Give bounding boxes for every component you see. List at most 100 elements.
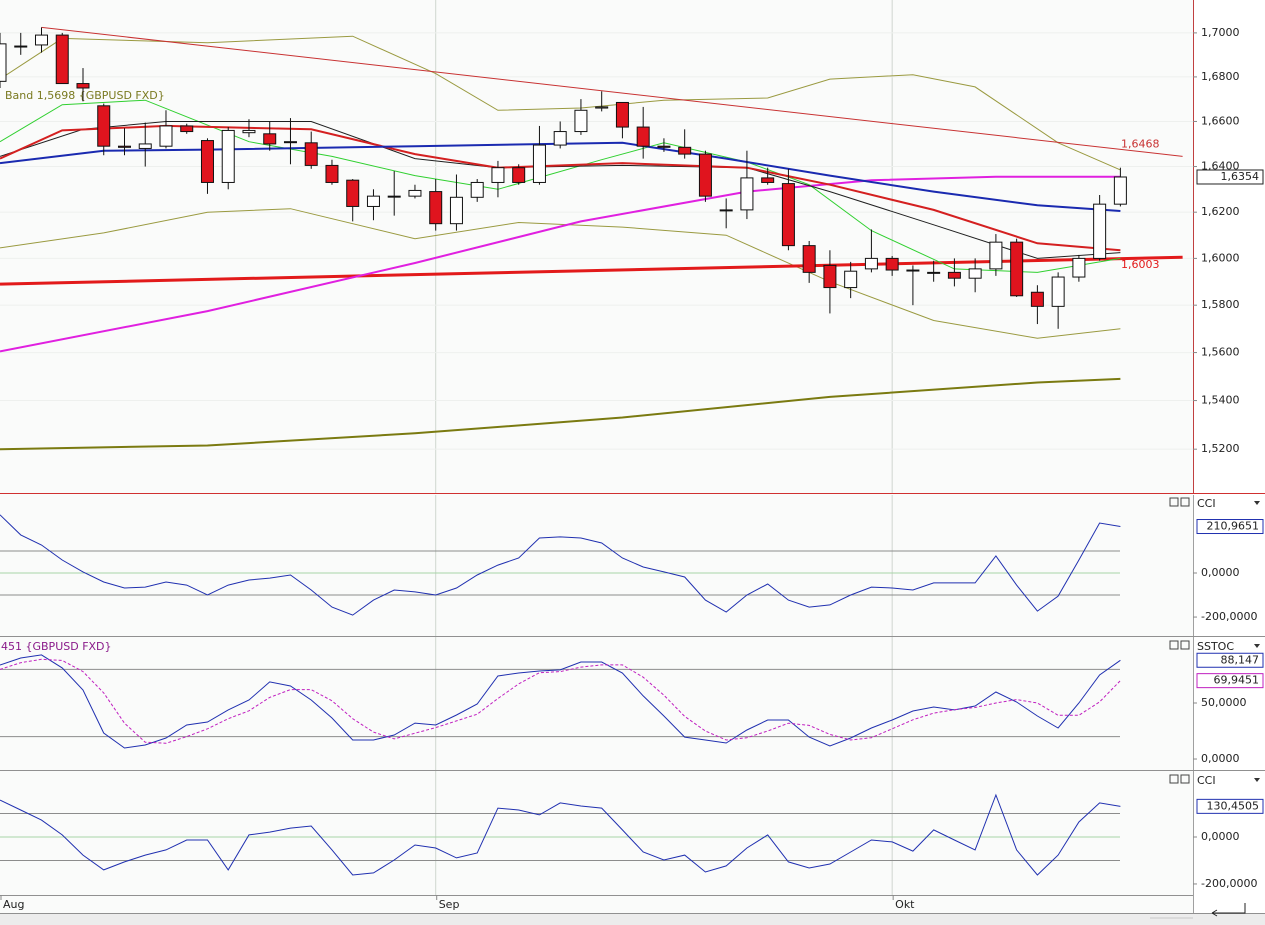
value-box — [1196, 652, 1264, 668]
value-box — [1196, 673, 1264, 689]
y-tick-label: 1,6600 — [1201, 114, 1240, 127]
legend: 451 {GBPUSD FXD} — [1, 640, 112, 653]
x-tick-label: Sep — [439, 898, 460, 911]
candle-body — [906, 269, 920, 272]
panel-button[interactable] — [1180, 774, 1190, 784]
candle-body — [408, 189, 422, 197]
candle-body — [449, 196, 463, 225]
y-tick-label: 1,5800 — [1201, 298, 1240, 311]
candle-body — [242, 129, 256, 134]
candle-body — [1072, 257, 1086, 278]
panel — [0, 771, 1121, 895]
end-label: 1,6468 — [1121, 137, 1160, 150]
candle-body — [1113, 176, 1127, 205]
candle-body — [138, 143, 152, 149]
candle-body — [34, 34, 48, 46]
y-tick-label: 1,6800 — [1201, 70, 1240, 83]
candle-body — [864, 257, 878, 270]
candle-body — [947, 271, 961, 279]
value-box — [1196, 169, 1264, 185]
scroll-icon[interactable] — [1211, 903, 1246, 917]
candle-body — [989, 241, 1003, 270]
value-box — [1196, 798, 1264, 814]
candle-body — [678, 146, 692, 155]
indicator-line — [0, 793, 1121, 876]
candle-body — [76, 83, 90, 89]
overlay-line — [0, 124, 1121, 252]
value-box-label: 210,9651 — [1207, 520, 1260, 533]
value-box-label: 130,4505 — [1207, 799, 1260, 812]
panel — [0, 0, 1193, 493]
candle-body — [429, 191, 443, 225]
candle-body — [657, 145, 671, 148]
y-tick-label: -200,0000 — [1201, 877, 1257, 890]
candle-body — [97, 105, 111, 147]
y-tick-label: 1,5200 — [1201, 442, 1240, 455]
legend: Band 1,5698 {GBPUSD FXD} — [5, 89, 165, 102]
axis-area — [1194, 0, 1265, 913]
panel-title: SSTOC — [1197, 640, 1234, 653]
panel-button[interactable] — [1180, 497, 1190, 507]
y-tick-label: 1,5400 — [1201, 394, 1240, 407]
value-box-label: 69,9451 — [1214, 674, 1260, 687]
candle-body — [740, 177, 754, 211]
panel — [0, 637, 1121, 770]
candle-body — [719, 209, 733, 212]
candle-body — [595, 106, 609, 109]
x-tick-label: Okt — [895, 898, 915, 911]
panel-title: CCI — [1197, 497, 1216, 510]
candle-body — [470, 181, 484, 198]
panel-button[interactable] — [1169, 774, 1179, 784]
candle-body — [636, 126, 650, 147]
candle-body — [366, 195, 380, 207]
candle-body — [1093, 203, 1107, 259]
panel-buttons — [1150, 497, 1260, 919]
candle-body — [761, 177, 775, 183]
candle-body — [0, 43, 7, 82]
candle-body — [615, 101, 629, 128]
candle-body — [512, 167, 526, 183]
candle-body — [553, 131, 567, 146]
candle-body — [117, 145, 131, 148]
candle-body — [802, 245, 816, 273]
y-tick-label: 1,6400 — [1201, 160, 1240, 173]
overlay-line — [0, 377, 1121, 451]
candle-body — [844, 270, 858, 289]
candle-body — [885, 257, 899, 271]
candle-body — [304, 142, 318, 166]
y-tick-label: 1,6200 — [1201, 205, 1240, 218]
candle-body — [1051, 276, 1065, 307]
candle-body — [180, 125, 194, 133]
candle-body — [263, 133, 277, 145]
candle-body — [781, 183, 795, 247]
indicator-line — [0, 514, 1121, 616]
y-tick-label: 1,6000 — [1201, 251, 1240, 264]
candle-body — [532, 144, 546, 183]
panel-button[interactable] — [1169, 640, 1179, 650]
candle-body — [968, 268, 982, 279]
candle-body — [14, 45, 28, 48]
overlay-line — [41, 26, 1183, 157]
candle-body — [698, 153, 712, 197]
value-box — [1196, 519, 1264, 535]
candle-body — [823, 264, 837, 289]
overlay-line — [0, 255, 1183, 286]
candle-body — [491, 167, 505, 183]
candle-body — [387, 195, 401, 198]
value-box-label: 88,147 — [1221, 653, 1260, 666]
panel-button[interactable] — [1169, 497, 1179, 507]
candle-body — [346, 179, 360, 207]
candle-body — [1030, 291, 1044, 307]
candle-body — [1010, 241, 1024, 297]
overlay-line — [0, 141, 1121, 212]
candle-body — [55, 34, 69, 85]
panel-button[interactable] — [1180, 640, 1190, 650]
x-tick-label: Aug — [3, 898, 24, 911]
y-tick-label: 1,5600 — [1201, 346, 1240, 359]
candle-body — [927, 271, 941, 274]
candle-body — [200, 140, 214, 183]
panel — [0, 495, 1121, 636]
y-tick-label: 0,0000 — [1201, 566, 1240, 579]
candle-body — [221, 129, 235, 183]
